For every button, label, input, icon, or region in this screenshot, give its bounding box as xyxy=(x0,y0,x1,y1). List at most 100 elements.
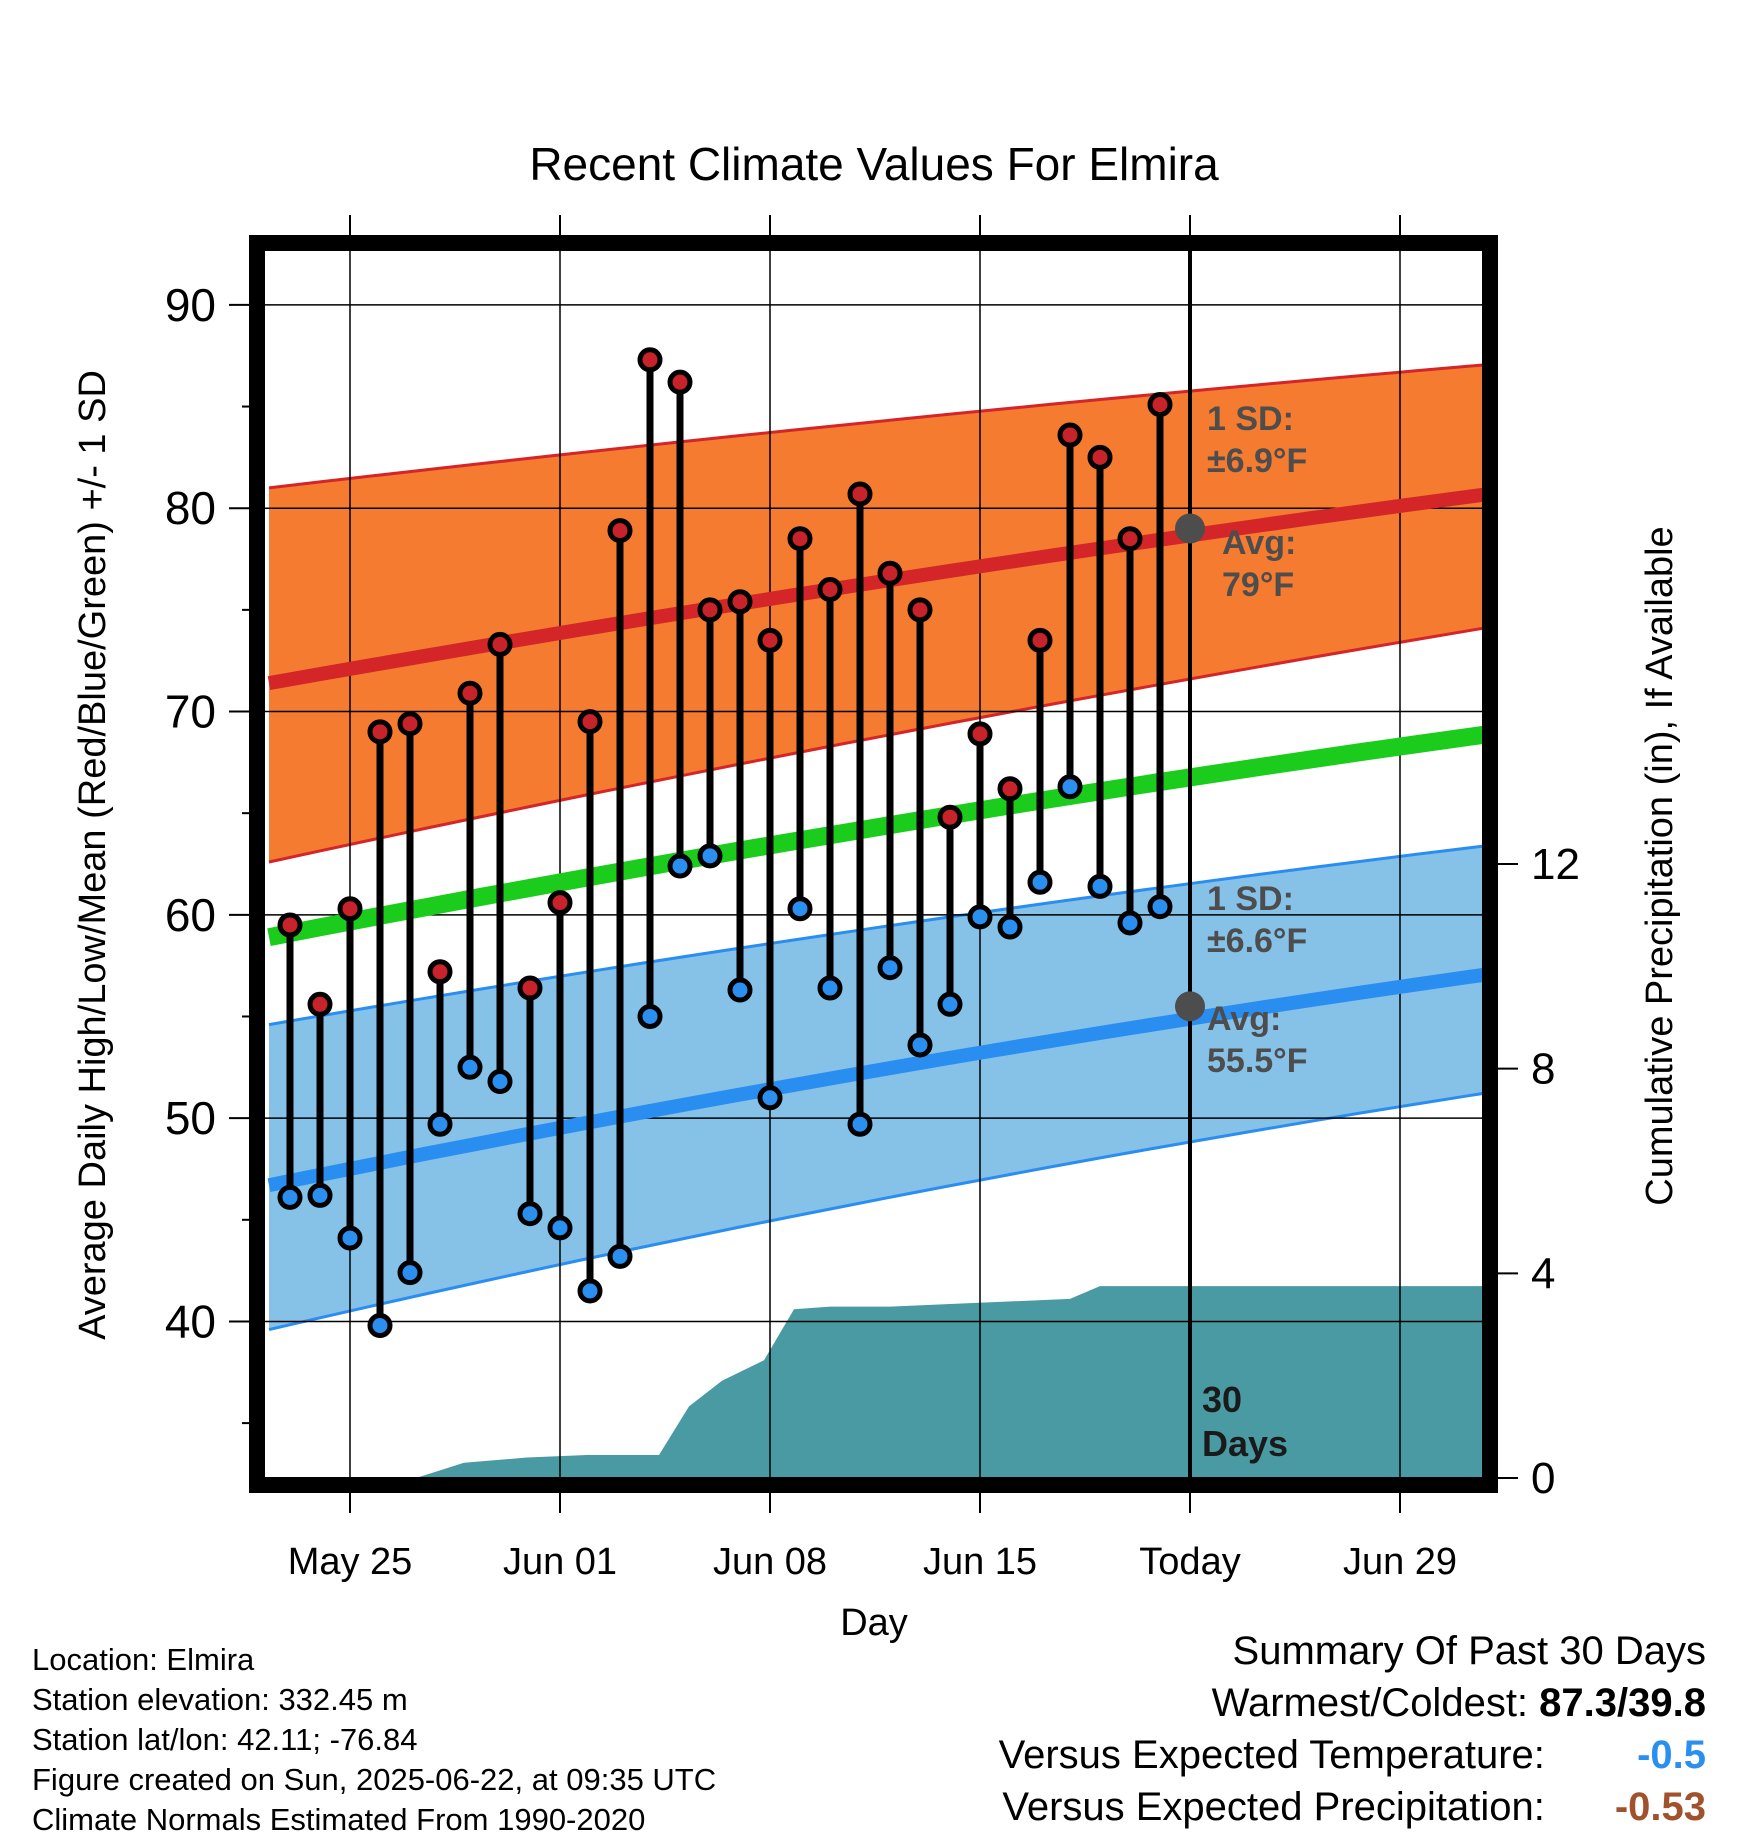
low-sd-value: ±6.6°F xyxy=(1207,922,1307,960)
observed-high-point xyxy=(1117,526,1143,552)
observed-high-point xyxy=(727,589,753,615)
observed-high-point xyxy=(577,709,603,735)
observed-low-point xyxy=(997,914,1023,940)
observed-high-point xyxy=(337,896,363,922)
today-low-avg-marker xyxy=(1175,991,1205,1022)
y-tick-label-right: 12 xyxy=(1531,840,1580,889)
high-minus-sd-line xyxy=(268,626,1483,864)
plot-frame xyxy=(249,235,1498,1493)
observed-high-point xyxy=(1027,627,1053,653)
observed-low-point xyxy=(397,1260,423,1286)
observed-high-point xyxy=(397,711,423,737)
avg-low-line xyxy=(267,967,1483,1193)
observed-high-point xyxy=(1087,444,1113,470)
observed-low-point xyxy=(337,1225,363,1251)
temp-value: -0.5 xyxy=(1637,1733,1706,1777)
observed-low-point xyxy=(547,1215,573,1241)
precip-value: -0.53 xyxy=(1614,1785,1706,1829)
observed-low-point xyxy=(787,896,813,922)
summary-heading: Summary Of Past 30 Days xyxy=(1232,1629,1706,1673)
observed-low-point xyxy=(277,1184,303,1210)
observed-high-point xyxy=(1057,422,1083,448)
high-avg-label: Avg: xyxy=(1222,524,1296,562)
observed-low-point xyxy=(427,1111,453,1137)
observed-high-point xyxy=(937,804,963,830)
y-tick-label-left: 50 xyxy=(165,1092,216,1144)
observed-low-point xyxy=(1117,910,1143,936)
x-tick-label: Jun 29 xyxy=(1343,1541,1457,1583)
observed-low-point xyxy=(1087,873,1113,899)
observed-high-point xyxy=(817,577,843,603)
observed-low-point xyxy=(517,1201,543,1227)
observed-low-point xyxy=(967,904,993,930)
observed-low-point xyxy=(607,1243,633,1269)
info-latlon: Station lat/lon: 42.11; -76.84 xyxy=(32,1722,418,1757)
low-sd-band xyxy=(269,846,1483,1330)
temp-label: Versus Expected Temperature: xyxy=(998,1733,1545,1777)
observed-low-point xyxy=(457,1054,483,1080)
y-tick-label-left: 90 xyxy=(165,279,216,331)
observed-high-point xyxy=(997,776,1023,802)
y-tick-label-left: 40 xyxy=(165,1295,216,1347)
precip-label: Versus Expected Precipitation: xyxy=(1002,1785,1545,1829)
observed-high-point xyxy=(517,975,543,1001)
observed-high-point xyxy=(367,719,393,745)
y-tick-label-right: 0 xyxy=(1531,1454,1555,1503)
observed-low-point xyxy=(757,1085,783,1111)
station-info: Location: Elmira Station elevation: 332.… xyxy=(32,1640,716,1840)
observed-low-point xyxy=(577,1278,603,1304)
observed-low-point xyxy=(907,1032,933,1058)
observed-low-point xyxy=(487,1069,513,1095)
days-word-label: Days xyxy=(1202,1423,1288,1464)
summary-precipitation: Versus Expected Precipitation: -0.53 xyxy=(999,1781,1706,1833)
high-avg-value: 79°F xyxy=(1222,566,1294,604)
days-count-label: 30 xyxy=(1202,1379,1242,1420)
observed-low-point xyxy=(727,977,753,1003)
observed-high-point xyxy=(877,560,903,586)
observed-low-point xyxy=(1057,774,1083,800)
observed-high-point xyxy=(787,526,813,552)
observed-low-point xyxy=(817,975,843,1001)
high-sd-value: ±6.9°F xyxy=(1207,442,1307,480)
avg-mean-line xyxy=(267,725,1483,947)
low-plus-sd-line xyxy=(268,844,1483,1027)
low-minus-sd-line xyxy=(268,1091,1483,1332)
observed-low-point xyxy=(1147,894,1173,920)
y-tick-label-left: 70 xyxy=(165,686,216,738)
info-created: Figure created on Sun, 2025-06-22, at 09… xyxy=(32,1762,717,1797)
precipitation-area xyxy=(269,1286,1483,1478)
observed-low-point xyxy=(937,991,963,1017)
x-tick-label: Jun 01 xyxy=(503,1541,617,1583)
observed-high-point xyxy=(307,991,333,1017)
observed-low-point xyxy=(637,1003,663,1029)
y-tick-label-right: 8 xyxy=(1531,1045,1555,1094)
observed-high-point xyxy=(967,721,993,747)
observed-high-point xyxy=(637,347,663,373)
observed-high-point xyxy=(907,597,933,623)
observed-high-point xyxy=(277,912,303,938)
y-tick-label-left: 60 xyxy=(165,889,216,941)
observed-high-point xyxy=(427,959,453,985)
y-axis-label-right: Cumulative Precipitation (in), If Availa… xyxy=(1639,526,1681,1205)
observed-high-point xyxy=(457,680,483,706)
observed-high-point xyxy=(697,597,723,623)
observed-high-point xyxy=(757,627,783,653)
y-tick-label-left: 80 xyxy=(165,482,216,534)
low-avg-label: Avg: xyxy=(1207,1000,1281,1038)
chart-title: Recent Climate Values For Elmira xyxy=(529,138,1219,190)
x-tick-label: May 25 xyxy=(288,1541,413,1583)
observed-low-point xyxy=(307,1182,333,1208)
today-high-avg-marker xyxy=(1175,513,1205,544)
observed-low-point xyxy=(877,955,903,981)
info-elevation: Station elevation: 332.45 m xyxy=(32,1682,408,1717)
observed-high-point xyxy=(667,369,693,395)
x-tick-label: Jun 08 xyxy=(713,1541,827,1583)
observed-low-point xyxy=(847,1111,873,1137)
info-location: Location: Elmira xyxy=(32,1642,255,1677)
warm-cold-label: Warmest/Coldest: xyxy=(1211,1681,1529,1725)
warm-cold-value: 87.3/39.8 xyxy=(1539,1681,1706,1725)
observed-high-point xyxy=(847,481,873,507)
summary-warm-cold: Warmest/Coldest: 87.3/39.8 xyxy=(999,1677,1706,1729)
plot-area xyxy=(264,250,1483,1478)
